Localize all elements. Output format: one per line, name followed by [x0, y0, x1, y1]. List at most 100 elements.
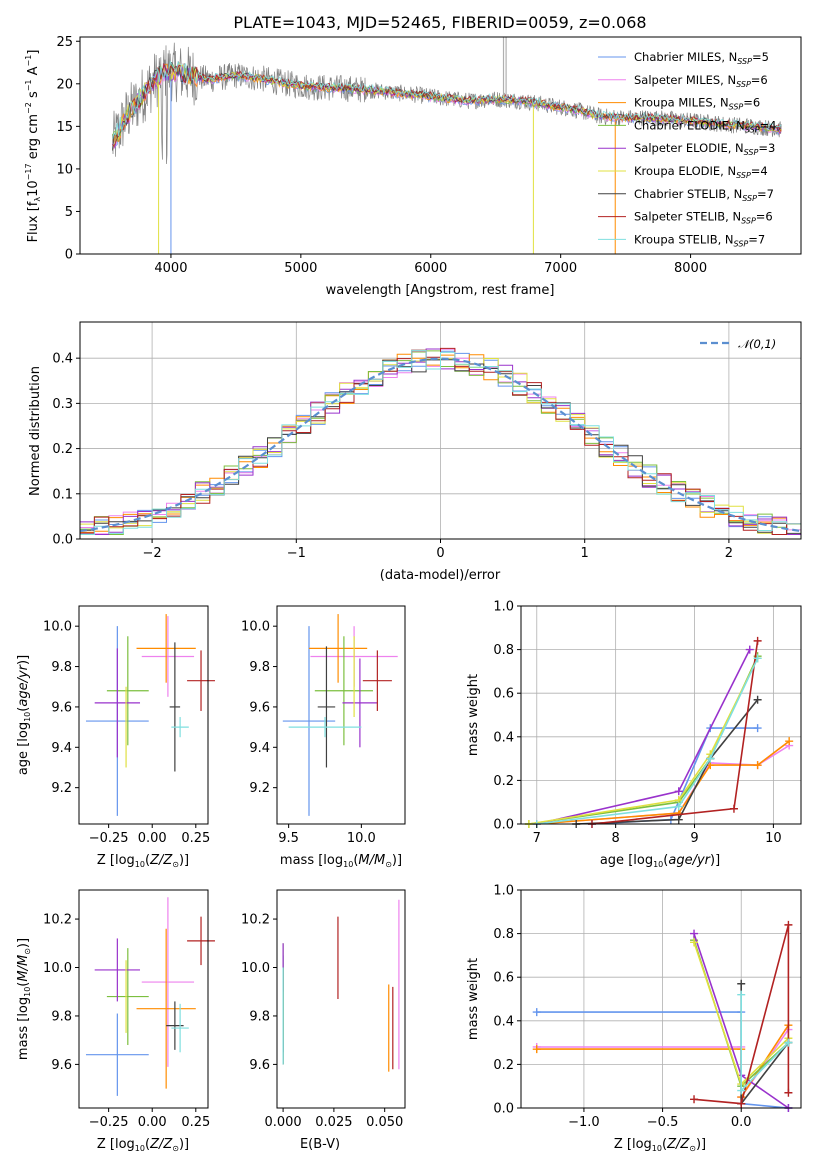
- age-z-xtick-label: 0.00: [138, 831, 167, 846]
- mass-ebv-ytick-label: 9.6: [249, 1058, 270, 1073]
- massweight-age-point-marker: [785, 737, 794, 746]
- hist-xtick-label: 2: [725, 546, 733, 561]
- massweight-z-point-marker: [737, 1099, 746, 1108]
- massweight-age-frame: [520, 605, 802, 825]
- mass-z-ytick-label: 10.2: [43, 913, 72, 928]
- spectrum-frame: [79, 36, 802, 255]
- spectrum-title: PLATE=1043, MJD=52465, FIBERID=0059, z=0…: [233, 13, 646, 32]
- spectrum-xtick-label: 5000: [284, 261, 317, 276]
- massweight-age-series-line: [576, 699, 759, 825]
- mass-ebv-xtick-label: 0.000: [264, 1115, 301, 1130]
- massweight-age-series-line: [536, 740, 790, 825]
- massweight-age-ylabel: mass weight: [466, 674, 481, 756]
- age-mass-xtick-label: 9.5: [278, 831, 299, 846]
- massweight-age-ytick-label: 0.0: [493, 818, 514, 833]
- massweight-z-point-marker: [784, 1038, 793, 1047]
- massweight-z-point-marker: [737, 990, 746, 999]
- mass-z-ylabel: mass [log10(M/M⊙)]: [16, 938, 32, 1060]
- spectrum-xtick-label: 4000: [154, 261, 187, 276]
- spectrum-ytick-label: 10: [56, 162, 73, 177]
- ebv-xlabel: E(B-V): [300, 1137, 340, 1152]
- hist-ytick-label: 0.2: [52, 442, 73, 457]
- normal-curve: [79, 357, 802, 533]
- massweight-age-ytick-label: 1.0: [493, 600, 514, 615]
- mass-z-ytick-label: 9.8: [51, 1009, 72, 1024]
- massweight-age-point-marker: [674, 787, 683, 796]
- hist-step-line: [80, 349, 801, 535]
- mass-z-xtick-label: −0.25: [89, 1115, 129, 1130]
- massweight-z-point-marker: [690, 1095, 699, 1104]
- massweight-z-ytick-label: 1.0: [493, 884, 514, 899]
- massweight-age-point-marker: [753, 636, 762, 645]
- spectrum-legend-label: Salpeter MILES, NSSP=6: [634, 73, 768, 89]
- mass-ebv-frame: [276, 889, 406, 1109]
- massweight-age-ytick-label: 0.4: [493, 730, 514, 745]
- age-z-xtick-label: 0.25: [181, 831, 210, 846]
- massweight-age-series-line: [591, 640, 759, 825]
- massweight-z-series-line: [693, 924, 790, 1105]
- age-z-xtick-label: −0.25: [89, 831, 129, 846]
- massweight-age-point-marker: [745, 645, 754, 654]
- massweight-age-point-marker: [753, 724, 762, 733]
- spectrum-legend-label: Salpeter ELODIE, NSSP=3: [634, 141, 775, 157]
- hist-xtick-label: 0: [436, 546, 444, 561]
- massweight-age-series-line: [536, 744, 790, 825]
- massweight-z-ytick-label: 0.4: [493, 1014, 514, 1029]
- massweight-z-ytick-label: 0.0: [493, 1102, 514, 1117]
- spectrum-clip-top: [0, 0, 819, 37]
- spectrum-legend-label: Kroupa ELODIE, NSSP=4: [634, 164, 768, 180]
- massweight-z-point-marker: [784, 920, 793, 929]
- massweight-age-xtick-label: 10: [765, 831, 782, 846]
- mass-ebv-ytick-label: 10.0: [241, 961, 270, 976]
- massweight-z-point-marker: [737, 979, 746, 988]
- massweight-age-ytick-label: 0.8: [493, 643, 514, 658]
- age-z-ytick-label: 9.4: [51, 741, 72, 756]
- spectrum-legend-label: Chabrier ELODIE, NSSP=4: [634, 118, 776, 134]
- spectrum-model-line: [112, 62, 782, 151]
- mass-ebv-ytick-label: 9.8: [249, 1009, 270, 1024]
- age-mass-ytick-label: 9.4: [249, 741, 270, 756]
- hist-xtick-label: 1: [581, 546, 589, 561]
- age-z-ytick-label: 9.6: [51, 700, 72, 715]
- massweight-z-ylabel: mass weight: [466, 958, 481, 1040]
- hist-legend-label: 𝒩(0,1): [738, 337, 776, 351]
- spectrum-xtick-label: 7000: [544, 261, 577, 276]
- mass-z-frame: [78, 889, 209, 1109]
- massweight-age-series-line: [536, 657, 759, 825]
- spectrum-ylabel: Flux [fλ10−17 erg cm−2 s−1 A−1]: [24, 50, 42, 243]
- spectrum-ytick-label: 20: [56, 77, 73, 92]
- mass-z-ytick-label: 9.6: [51, 1058, 72, 1073]
- massweight-age-point-marker: [753, 695, 762, 704]
- mass-z-xtick-label: 0.00: [138, 1115, 167, 1130]
- massweight-z-frame: [520, 889, 802, 1109]
- spectrum-xtick-label: 6000: [414, 261, 447, 276]
- mass-z-xlabel: Z [log10(Z/Z⊙)]: [97, 1137, 189, 1153]
- age-z-ytick-label: 9.2: [51, 781, 72, 796]
- hist-xlabel: (data-model)/error: [380, 568, 501, 583]
- hist-xtick-label: −2: [143, 546, 162, 561]
- massweight-age-ytick-label: 0.6: [493, 687, 514, 702]
- hist-ytick-label: 0.1: [52, 487, 73, 502]
- massweight-age-point-marker: [729, 804, 738, 813]
- hist-ytick-label: 0.4: [52, 352, 73, 367]
- age-mass-ytick-label: 10.0: [241, 620, 270, 635]
- spectrum-ytick-label: 5: [65, 205, 73, 220]
- massweight-age-point-marker: [674, 802, 683, 811]
- hist-ylabel: Normed distribution: [28, 366, 43, 496]
- massweight-z-point-marker: [532, 1008, 541, 1017]
- massweight-z-ytick-label: 0.8: [493, 927, 514, 942]
- massweight-age-point-marker: [706, 754, 715, 763]
- age-mass-frame: [276, 605, 406, 825]
- mass-z-xtick-label: 0.25: [181, 1115, 210, 1130]
- age-mass-xlabel: mass [log10(M/M⊙)]: [280, 853, 402, 869]
- massweight-age-xtick-label: 7: [533, 831, 541, 846]
- hist-ytick-label: 0.3: [52, 397, 73, 412]
- massweight-z-ytick-label: 0.2: [493, 1058, 514, 1073]
- age-mass-xtick-label: 10.0: [347, 831, 376, 846]
- age-mass-ytick-label: 9.2: [249, 781, 270, 796]
- spectrum-legend-label: Kroupa MILES, NSSP=6: [634, 96, 760, 112]
- massweight-z-xtick-label: −0.5: [647, 1115, 679, 1130]
- hist-ytick-label: 0.0: [52, 533, 73, 548]
- spectrum-ytick-label: 25: [56, 35, 73, 50]
